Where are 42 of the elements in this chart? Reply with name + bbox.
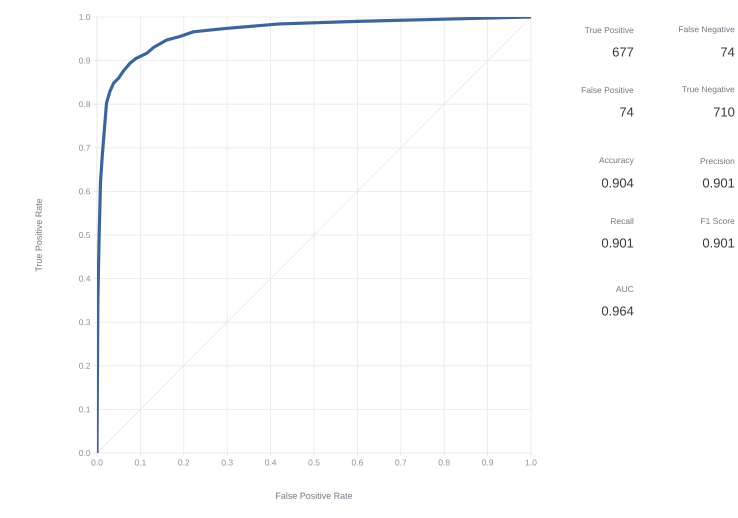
- x-tick-label: 0.4: [265, 460, 276, 466]
- text: 0.904: [602, 178, 634, 188]
- text: Precision: [700, 158, 734, 164]
- y-tick-label: 0.4: [79, 276, 90, 282]
- y-tick-label: 0.6: [79, 188, 90, 194]
- text: 74: [620, 108, 634, 116]
- text: F1 Score: [701, 218, 734, 224]
- text: 710: [714, 107, 734, 117]
- x-tick-label: 0.3: [222, 460, 233, 466]
- text: True Positive: [584, 26, 634, 34]
- text: 0.964: [602, 306, 634, 316]
- text: 0.901: [702, 238, 734, 248]
- x-tick-label: 0.5: [308, 460, 320, 466]
- y-tick-label: 0.9: [79, 58, 90, 64]
- y-tick-label: 0.7: [79, 144, 90, 151]
- x-tick-label: 0.7: [395, 460, 406, 466]
- text: AUC: [616, 286, 634, 292]
- x-tick-label: 0.8: [438, 460, 450, 466]
- x-tick-label: 0.6: [352, 460, 363, 466]
- text: False Negative: [679, 26, 734, 34]
- text: False Positive: [582, 86, 634, 94]
- x-axis-title: False Positive Rate: [276, 492, 352, 499]
- text: Recall: [610, 218, 634, 224]
- y-tick-label: 1.0: [79, 14, 90, 20]
- y-tick-label: 0.2: [79, 362, 90, 369]
- x-tick-label: 0.1: [134, 460, 146, 466]
- text: 0.901: [602, 238, 634, 248]
- y-tick-label: 0.1: [79, 406, 90, 412]
- text: 677: [612, 47, 634, 57]
- y-tick-label: 0.8: [79, 101, 90, 108]
- x-tick-label: 0.2: [178, 460, 190, 466]
- x-tick-label: 0.0: [91, 460, 103, 466]
- y-axis-title: True Positive Rate: [35, 198, 42, 272]
- x-tick-label: 1.0: [526, 460, 537, 466]
- text: 74: [721, 48, 734, 56]
- text: True Negative: [682, 86, 734, 94]
- text: Accuracy: [599, 157, 634, 165]
- text: 0.901: [702, 178, 734, 188]
- y-tick-label: 0.5: [79, 232, 90, 238]
- x-tick-label: 0.9: [482, 460, 494, 466]
- y-tick-label: 0.3: [79, 319, 90, 326]
- y-tick-label: 0.0: [79, 450, 90, 456]
